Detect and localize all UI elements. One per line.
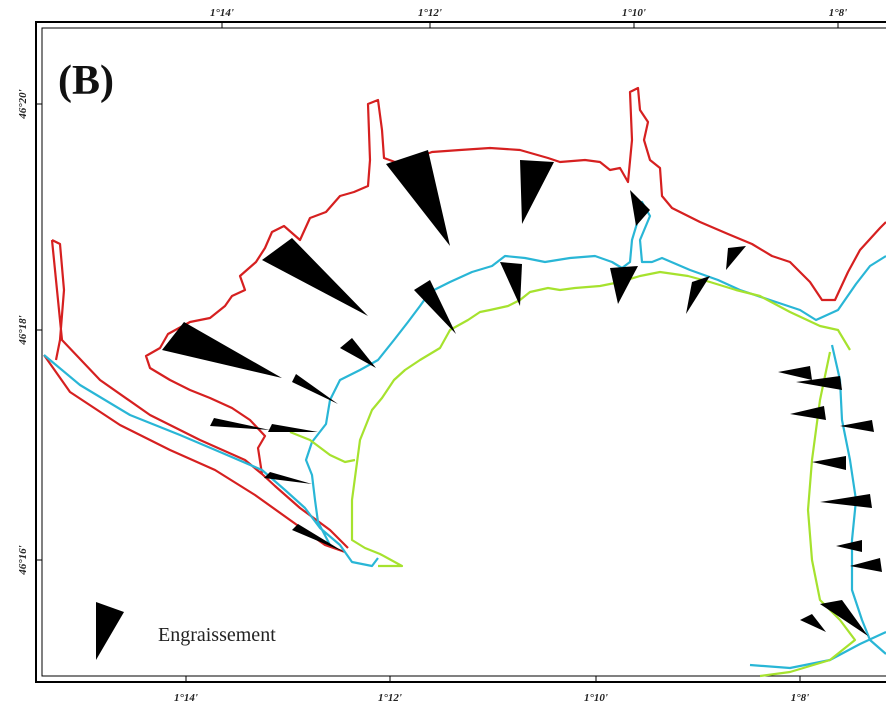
accretion-arrow xyxy=(850,558,882,572)
accretion-arrow xyxy=(268,424,318,432)
shoreline-cyan xyxy=(43,200,886,670)
accretion-arrow xyxy=(686,276,710,314)
accretion-arrow xyxy=(796,376,842,390)
bottom-tick-label: 1°14' xyxy=(174,692,198,704)
accretion-arrow xyxy=(500,262,522,306)
top-tick-label: 1°12' xyxy=(418,7,442,19)
accretion-arrow xyxy=(610,266,638,304)
top-tick-marks xyxy=(221,22,839,28)
accretion-arrow xyxy=(820,600,868,636)
left-tick-marks xyxy=(36,103,42,561)
legend: Engraissement xyxy=(96,602,276,660)
accretion-arrow xyxy=(820,494,872,508)
accretion-arrow xyxy=(262,238,368,316)
shoreline-green xyxy=(289,270,857,678)
bottom-tick-label: 1°8' xyxy=(791,692,809,704)
accretion-arrow xyxy=(840,420,874,432)
engraissement-arrows xyxy=(162,150,882,636)
bottom-tick-marks xyxy=(185,676,801,682)
accretion-arrow xyxy=(292,374,338,404)
legend-label: Engraissement xyxy=(158,624,276,646)
accretion-arrow xyxy=(386,150,450,246)
top-tick-label: 1°10' xyxy=(622,7,646,19)
top-tick-label: 1°8' xyxy=(829,7,847,19)
left-tick-label: 46°16' xyxy=(17,545,29,575)
accretion-arrow xyxy=(292,524,344,552)
accretion-arrow xyxy=(210,418,270,430)
map-frame-inner xyxy=(41,27,886,677)
accretion-arrow xyxy=(836,540,862,552)
accretion-arrow xyxy=(800,614,826,632)
accretion-arrow xyxy=(726,246,746,270)
left-tick-label: 46°20' xyxy=(17,89,29,119)
accretion-arrow xyxy=(630,190,650,226)
bottom-tick-label: 1°12' xyxy=(378,692,402,704)
bottom-tick-label: 1°10' xyxy=(584,692,608,704)
top-tick-label: 1°14' xyxy=(210,7,234,19)
accretion-arrow xyxy=(340,338,376,368)
left-tick-label: 46°18' xyxy=(17,315,29,345)
accretion-arrow xyxy=(264,472,312,484)
shoreline-red xyxy=(43,86,886,554)
accretion-arrow xyxy=(414,280,456,334)
map-frame-outer xyxy=(35,21,886,683)
accretion-arrow xyxy=(162,322,282,378)
legend-arrow-icon xyxy=(96,602,124,660)
panel-label: (B) xyxy=(58,58,114,104)
accretion-arrow xyxy=(812,456,846,470)
accretion-arrow xyxy=(778,366,812,380)
accretion-arrow xyxy=(520,160,554,224)
accretion-arrow xyxy=(790,406,826,420)
